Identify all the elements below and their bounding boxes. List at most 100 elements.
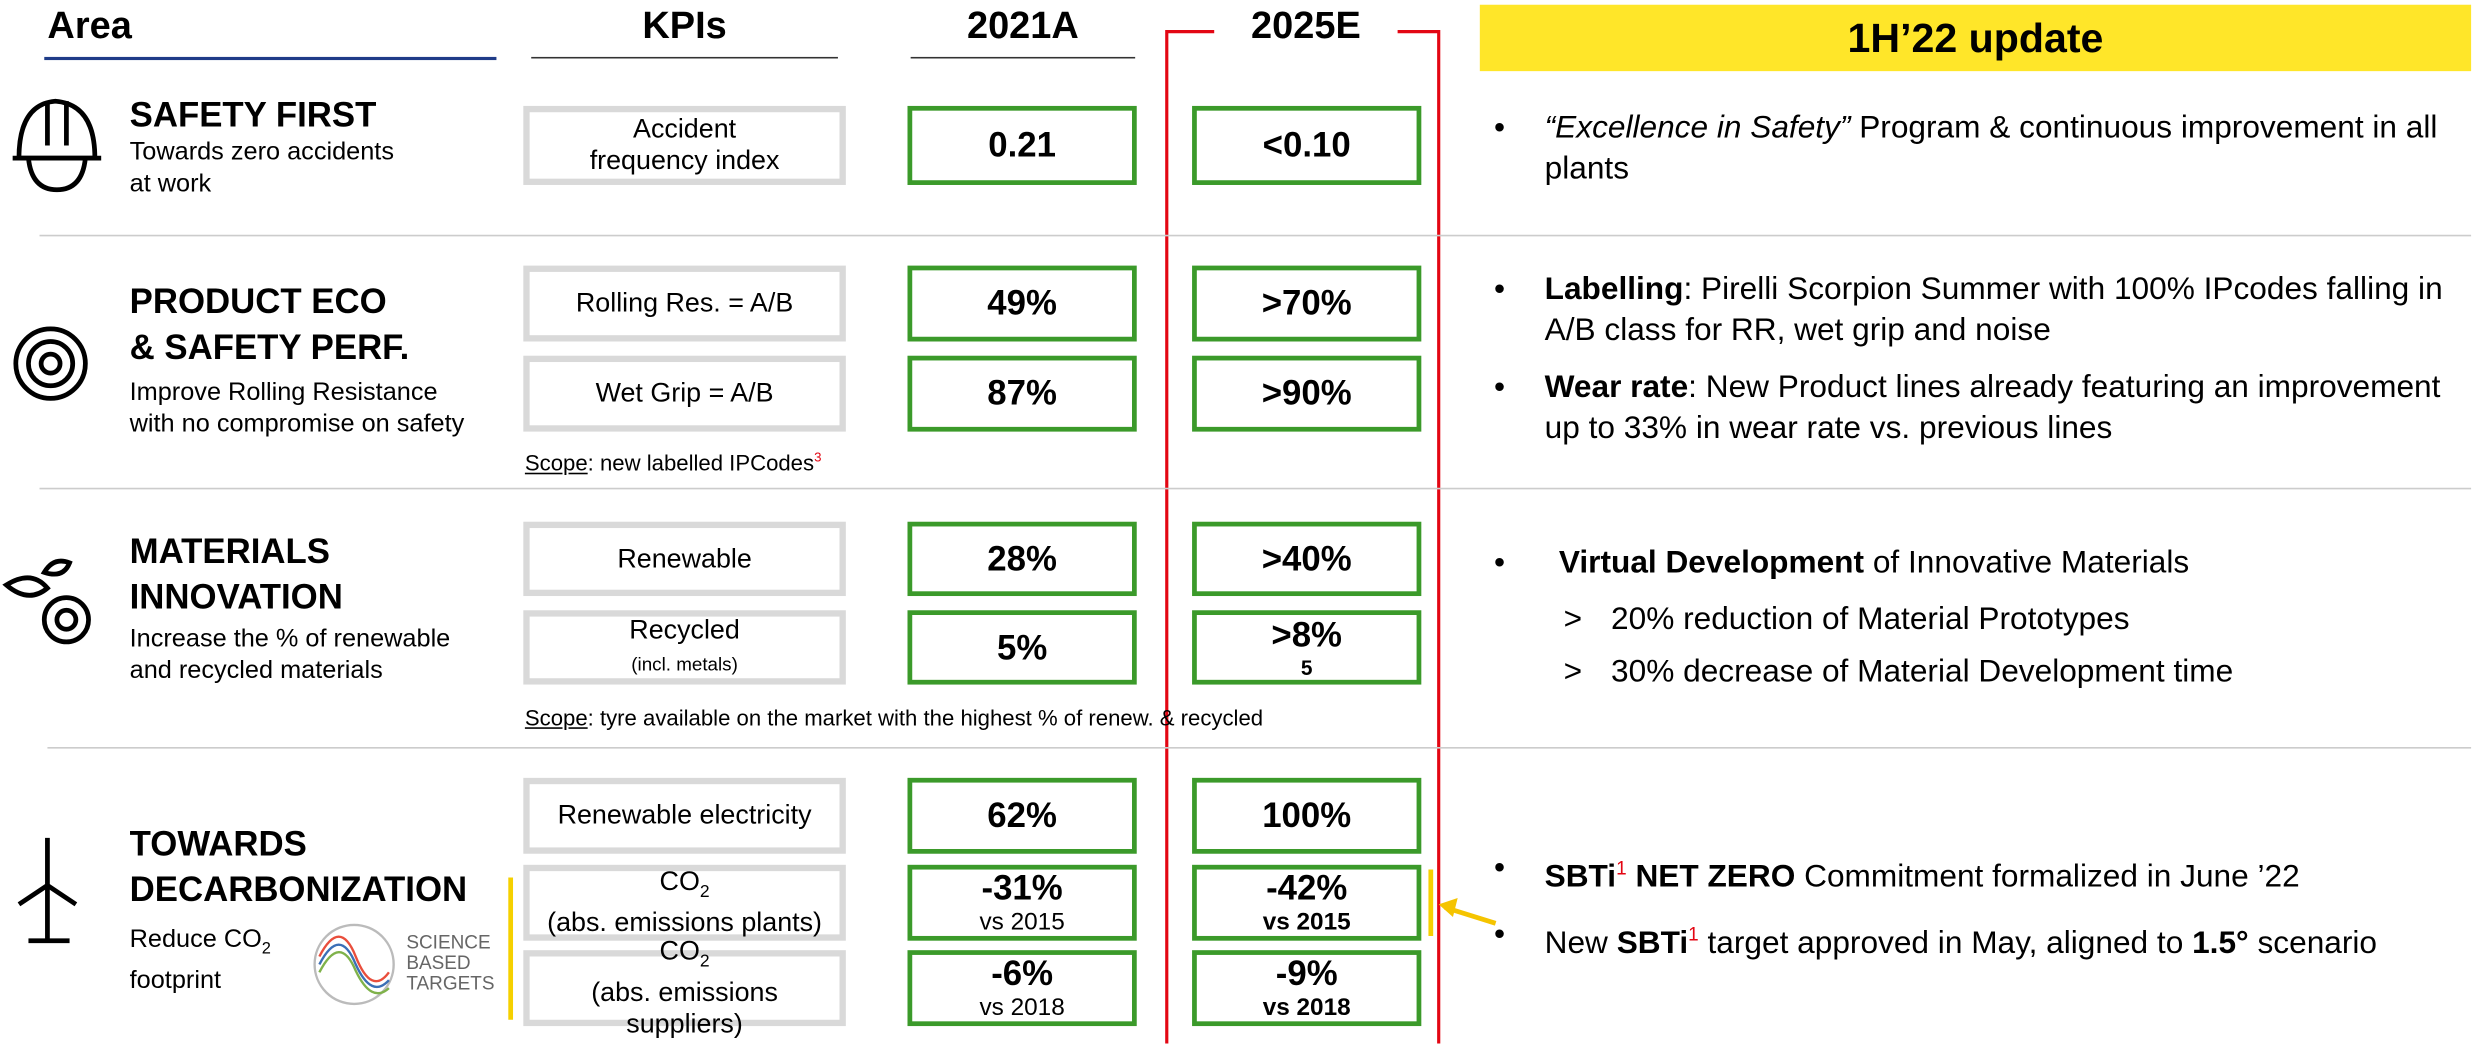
text-line: CO2 (660, 866, 710, 908)
text-run: (abs. emissions suppliers) (591, 977, 778, 1040)
text-line: and recycled materials (130, 656, 451, 688)
text-line: with no compromise on safety (130, 409, 465, 441)
text-line: Recycled (629, 615, 740, 647)
text-run: SBTi (1616, 925, 1689, 961)
text-line: Improve Rolling Resistance (130, 378, 465, 410)
kpi-label: Recycled (incl. metals) (523, 610, 846, 685)
section-title: MATERIALS INNOVATION (130, 528, 343, 620)
update-item: >30% decrease of Material Development ti… (1494, 651, 2466, 692)
text-line: footprint (130, 966, 271, 998)
arrow-head (1438, 898, 1458, 917)
kpi-label: CO2 (abs. emissions suppliers) (523, 936, 846, 1039)
header-area: Area (47, 4, 132, 48)
update-text: 30% decrease of Material Development tim… (1611, 651, 2233, 692)
text-run: vs 2018 (979, 994, 1065, 1022)
text-line: Wet Grip = A/B (596, 378, 774, 410)
kpi-actual: 49% (907, 265, 1137, 342)
text-run: Reduce CO (129, 926, 262, 954)
update-text: SBTi1 NET ZERO Commitment formalized in … (1545, 847, 2300, 897)
logo-line: TARGETS (406, 972, 495, 995)
text-run: NET ZERO (1626, 859, 1796, 895)
turbine-icon (17, 837, 78, 944)
text-run: 2 (699, 882, 710, 902)
gear-icon (13, 326, 88, 401)
kpi-target: >90% (1192, 355, 1422, 432)
text-run: 5% (996, 626, 1048, 667)
kpi-label: CO2 (abs. emissions plants) (523, 864, 846, 941)
text-run: : new labelled IPCodes (587, 450, 815, 476)
text-run: 5 (1300, 656, 1313, 680)
kpi-target: >40% (1192, 521, 1422, 597)
text-line: Reduce CO2 (130, 925, 271, 966)
logo-text: SCIENCE BASED TARGETS (406, 931, 495, 995)
text-run: >8% (1271, 615, 1342, 655)
text-line: Increase the % of renewable (130, 624, 451, 656)
scope-note: Scope: new labelled IPCodes3 (525, 449, 822, 475)
update-list: • SBTi1 NET ZERO Commitment formalized in… (1494, 847, 2466, 979)
kpi-actual: 62% (907, 777, 1137, 854)
text-run: scenario (2248, 925, 2378, 961)
update-header: 1H’22 update (1479, 4, 2472, 72)
text-line: CO2 (660, 936, 710, 978)
update-list: • “Excellence in Safety” Program & contin… (1494, 108, 2466, 206)
text-run: 2 (699, 952, 710, 972)
title-line: PRODUCT ECO (129, 281, 387, 321)
title-line: DECARBONIZATION (129, 869, 468, 910)
text-line: Rolling Res. = A/B (576, 288, 793, 320)
text-run: 100% (1262, 795, 1352, 835)
text-line: at work (130, 169, 394, 201)
header-kpis: KPIs (642, 4, 727, 48)
target-bracket (1165, 30, 1441, 1044)
logo-line: SCIENCE (406, 931, 491, 954)
text-run: footprint (129, 967, 222, 995)
text-run: SBTi (1544, 859, 1617, 895)
update-list: • Virtual Development of Innovative Mater… (1494, 542, 2466, 703)
section-title: PRODUCT ECO & SAFETY PERF. (130, 278, 410, 370)
header-2021: 2021A (966, 4, 1079, 48)
leaf-gear-icon (2, 558, 91, 645)
update-item: • Wear rate: New Product lines already fe… (1494, 367, 2466, 449)
kpi-actual: 87% (907, 355, 1137, 432)
text-run: Program & continuous improvement in all … (1544, 110, 2438, 187)
title-line: MATERIALS (129, 531, 330, 571)
update-item: • Labelling: Pirelli Scorpion Summer with… (1494, 269, 2466, 351)
text-run: vs 2015 (979, 909, 1065, 936)
kpi-label: Accident frequency index (523, 105, 846, 185)
title-line: & SAFETY PERF. (129, 327, 410, 367)
text-run: Commitment formalized in June ’22 (1795, 859, 2300, 895)
sbt-logo (313, 923, 395, 1006)
text-line: (incl. metals) (631, 647, 738, 680)
update-item: • “Excellence in Safety” Program & contin… (1494, 108, 2466, 190)
bullet: • (1494, 916, 1506, 952)
text-run: : New Product lines already featuring an… (1544, 369, 2441, 446)
update-text: Virtual Development of Innovative Materi… (1545, 542, 2190, 583)
text-run: >40% (1261, 538, 1352, 578)
underline (44, 56, 497, 61)
text-line: Accident (633, 114, 736, 146)
bullet: • (1494, 369, 1506, 405)
text-run: with no compromise on safety (129, 411, 465, 438)
kpi-target: -42% vs 2015 (1192, 864, 1422, 941)
text-run: (abs. emissions plants) (547, 907, 822, 938)
text-run: Virtual Development (1558, 545, 1865, 581)
text-run: Accident (633, 113, 737, 144)
text-run: 30% decrease of Material Development tim… (1611, 654, 2234, 690)
text-run: Rolling Res. = A/B (575, 287, 794, 318)
title-line: TOWARDS (129, 823, 307, 864)
text-run: of Innovative Materials (1864, 545, 2190, 581)
kpi-actual: -31% vs 2015 (907, 864, 1137, 941)
section-subtitle: Reduce CO2 footprint (130, 925, 271, 998)
kpi-actual: -6% vs 2018 (907, 950, 1137, 1027)
helmet-icon (12, 98, 102, 193)
update-item: >20% reduction of Material Prototypes (1494, 599, 2466, 640)
text-run: 2 (261, 940, 271, 959)
text-run: New (1544, 925, 1617, 961)
text-line: frequency index (590, 145, 780, 177)
underline (910, 56, 1136, 59)
text-run: frequency index (589, 145, 780, 176)
section-subtitle: Improve Rolling Resistance with no compro… (130, 378, 465, 441)
update-item: • SBTi1 NET ZERO Commitment formalized in… (1494, 847, 2466, 897)
text-line: (abs. emissions plants) (547, 908, 822, 940)
update-text: Wear rate: New Product lines already fea… (1545, 367, 2467, 449)
